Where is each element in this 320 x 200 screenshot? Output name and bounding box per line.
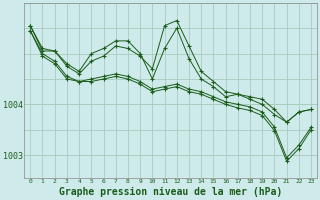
- X-axis label: Graphe pression niveau de la mer (hPa): Graphe pression niveau de la mer (hPa): [59, 187, 282, 197]
